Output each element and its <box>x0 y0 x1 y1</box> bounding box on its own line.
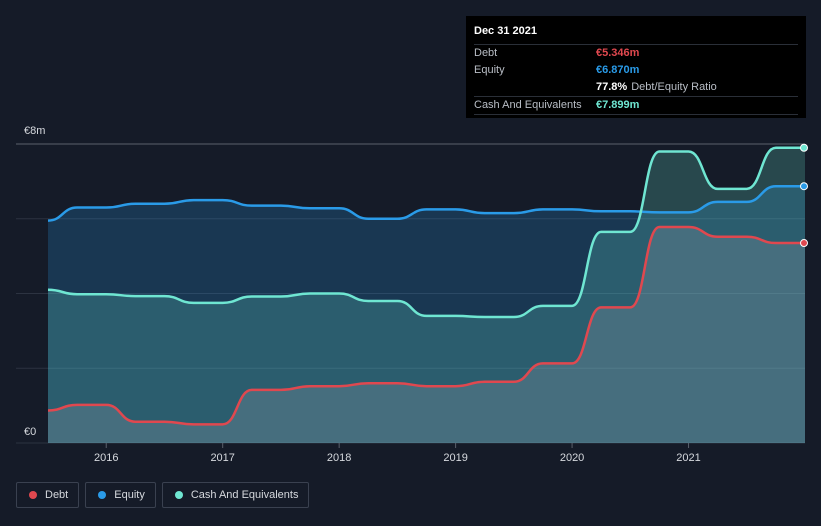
area-cash-and-equivalents <box>48 147 805 444</box>
tooltip-row-ratio: 77.8% Debt/Equity Ratio <box>474 79 798 96</box>
tooltip-row-cash: Cash And Equivalents €7.899m <box>474 96 798 114</box>
legend-item-debt[interactable]: Debt <box>16 482 80 508</box>
x-tick-label: 2016 <box>94 452 118 464</box>
legend: Debt Equity Cash And Equivalents <box>16 482 310 508</box>
tooltip-divider <box>474 114 798 115</box>
area-equity <box>48 186 805 443</box>
y-tick-label-bottom: €0 <box>24 426 36 438</box>
y-axis: €8m €0 <box>24 125 45 438</box>
tooltip-label: Equity <box>474 64 505 76</box>
x-tick-label: 2019 <box>443 452 467 464</box>
endpoint-cash-and-equivalents <box>800 143 808 152</box>
series-areas <box>48 147 805 444</box>
tooltip-date: Dec 31 2021 <box>474 25 537 37</box>
x-tick-label: 2018 <box>327 452 351 464</box>
tooltip-value: €6.870m <box>596 64 640 76</box>
x-tick-label: 2020 <box>560 452 584 464</box>
area-debt <box>48 226 805 443</box>
tooltip-extra: Debt/Equity Ratio <box>631 81 717 93</box>
series-lines <box>47 146 805 426</box>
x-tick-label: 2021 <box>676 452 700 464</box>
legend-item-cash[interactable]: Cash And Equivalents <box>161 482 310 508</box>
tooltip-row-equity: Equity €6.870m <box>474 62 798 79</box>
legend-dot-icon <box>29 491 37 499</box>
tooltip-label <box>474 79 596 96</box>
line-cash-and-equivalents <box>47 146 805 319</box>
tooltip-row-debt: Debt €5.346m <box>474 44 798 62</box>
tooltip-value: €7.899m <box>596 99 640 111</box>
line-equity <box>47 184 805 222</box>
legend-dot-icon <box>174 491 183 499</box>
line-debt <box>47 225 805 426</box>
legend-label: Cash And Equivalents <box>190 489 299 501</box>
y-tick-label-top: €8m <box>24 125 45 137</box>
endpoint-debt <box>800 239 808 248</box>
endpoint-equity <box>800 182 808 191</box>
legend-label: Equity <box>114 489 145 501</box>
tooltip-label: Cash And Equivalents <box>474 99 582 111</box>
legend-label: Debt <box>45 489 69 501</box>
x-axis: 2016 2017 2018 2019 2020 2021 <box>94 443 701 464</box>
series-endpoints <box>800 143 808 248</box>
legend-dot-icon <box>98 491 107 499</box>
grid-lines <box>16 143 805 444</box>
tooltip-value: €5.346m <box>596 47 640 59</box>
legend-item-equity[interactable]: Equity <box>85 482 156 508</box>
x-tick-label: 2017 <box>210 452 234 464</box>
tooltip-label: Debt <box>474 47 498 59</box>
tooltip-value: 77.8% <box>596 81 628 93</box>
tooltip-panel: Dec 31 2021 Debt €5.346m Equity €6.870m … <box>466 16 806 118</box>
